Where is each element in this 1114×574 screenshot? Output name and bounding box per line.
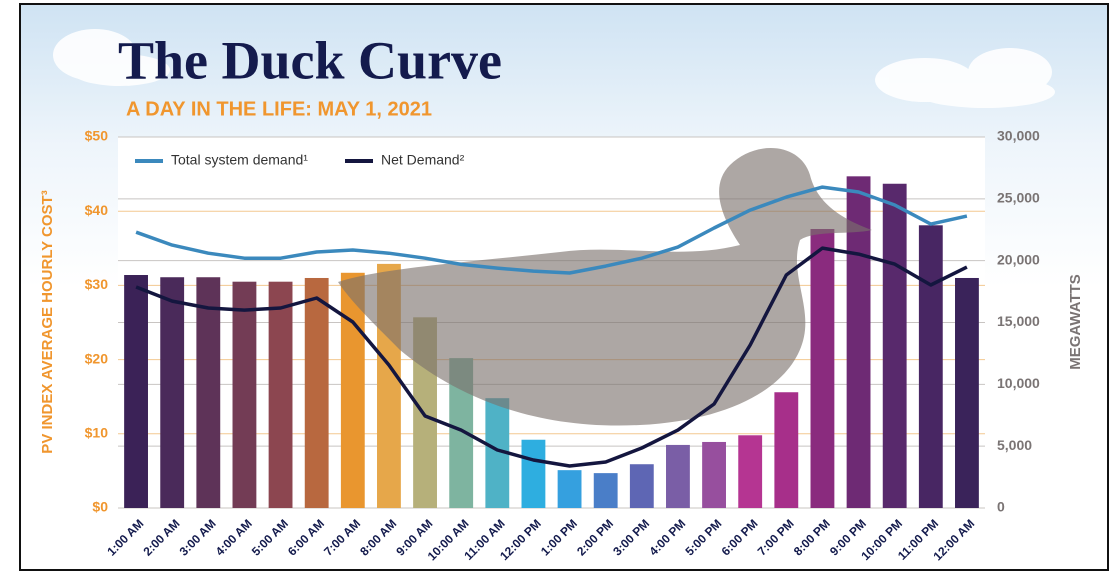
y-axis-label: PV INDEX AVERAGE HOURLY COST³ bbox=[39, 190, 56, 453]
y2-tick-label: 30,000 bbox=[997, 128, 1040, 144]
y2-tick-label: 25,000 bbox=[997, 190, 1040, 206]
y-tick-label: $50 bbox=[85, 128, 109, 144]
bar bbox=[882, 183, 907, 508]
legend-label: Net Demand² bbox=[381, 152, 465, 168]
bar bbox=[593, 473, 618, 508]
bar bbox=[196, 277, 221, 508]
y-tick-label: $20 bbox=[85, 350, 109, 366]
bar bbox=[810, 229, 835, 508]
bar bbox=[232, 281, 257, 508]
bar bbox=[774, 392, 799, 508]
bar bbox=[702, 441, 726, 508]
y-tick-label: $40 bbox=[85, 202, 109, 218]
y2-axis-label: MEGAWATTS bbox=[1067, 274, 1084, 370]
bar bbox=[738, 435, 763, 508]
bar bbox=[485, 398, 510, 508]
y2-tick-label: 20,000 bbox=[997, 251, 1040, 267]
clouds bbox=[53, 29, 1055, 108]
chart-title: The Duck Curve bbox=[118, 30, 502, 90]
y2-tick-label: 0 bbox=[997, 499, 1005, 515]
bar bbox=[557, 470, 582, 508]
lines bbox=[135, 185, 968, 468]
y2-tick-label: 15,000 bbox=[997, 313, 1040, 329]
bar bbox=[918, 225, 943, 508]
bar bbox=[160, 277, 185, 508]
legend-label: Total system demand¹ bbox=[171, 152, 308, 168]
bar bbox=[124, 275, 148, 508]
bar bbox=[521, 439, 546, 508]
bar bbox=[629, 464, 654, 508]
bar bbox=[846, 176, 871, 509]
y-tick-label: $0 bbox=[92, 499, 108, 515]
bar bbox=[268, 281, 293, 508]
chart-subtitle: A DAY IN THE LIFE: MAY 1, 2021 bbox=[126, 98, 432, 120]
line bbox=[135, 246, 968, 468]
legend: Total system demand¹ Net Demand² bbox=[135, 152, 465, 168]
bar bbox=[666, 444, 690, 508]
y2-tick-label: 5,000 bbox=[997, 437, 1032, 453]
bar bbox=[449, 358, 474, 508]
bar bbox=[304, 277, 329, 508]
bar bbox=[955, 277, 979, 508]
y-tick-label: $30 bbox=[85, 276, 109, 292]
y2-tick-label: 10,000 bbox=[997, 375, 1040, 391]
line bbox=[135, 185, 968, 275]
y-tick-label: $10 bbox=[85, 425, 109, 441]
